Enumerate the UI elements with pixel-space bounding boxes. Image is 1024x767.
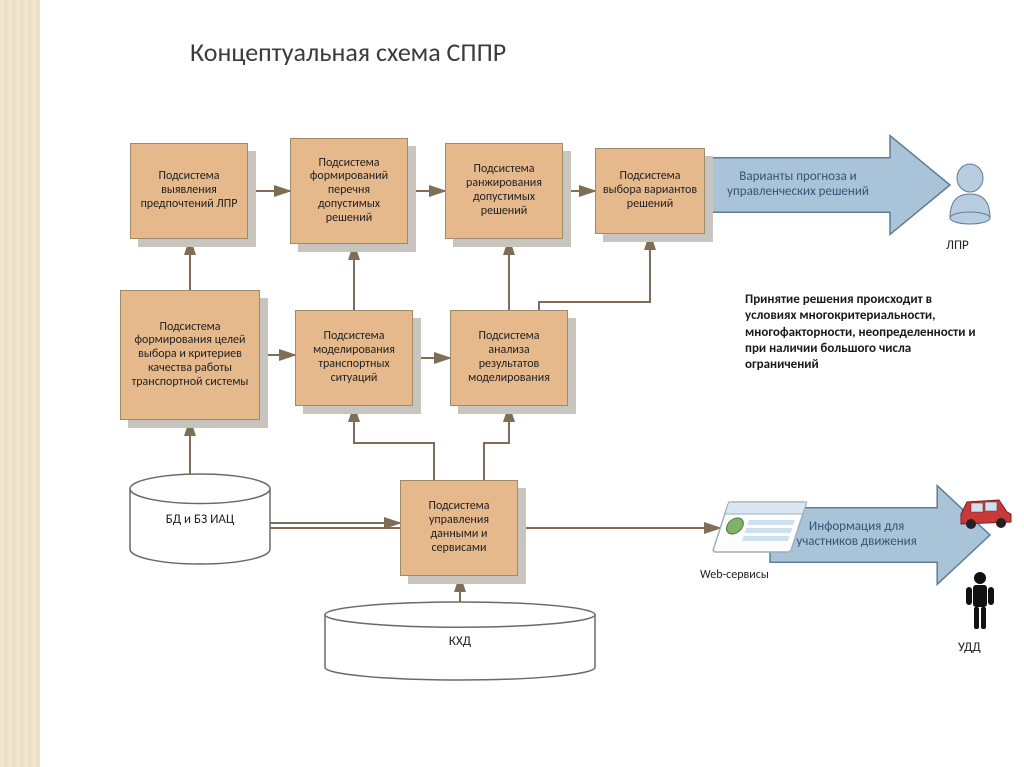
- diagram-stage: { "title": { "text": "Концептуальная схе…: [0, 0, 1024, 767]
- browser-window-icon: [710, 498, 800, 562]
- cylinder-c2: КХД: [323, 600, 597, 690]
- subsystem-box-n4: Подсистема выбора вариантов решений: [595, 148, 705, 234]
- subsystem-box-n7: Подсистема анализа результатов моделиров…: [450, 310, 568, 406]
- pedestrian-icon: [960, 570, 1000, 634]
- label-lpr: ЛПР: [946, 238, 969, 253]
- svg-text:КХД: КХД: [449, 634, 472, 649]
- svg-text:БД и БЗ ИАЦ: БД и БЗ ИАЦ: [166, 512, 235, 527]
- label-web: Web-сервисы: [700, 568, 769, 582]
- subsystem-box-n6: Подсистема моделирования транспортных си…: [295, 310, 413, 406]
- label-udd: УДД: [958, 640, 981, 655]
- person-icon: [940, 160, 1000, 240]
- cylinder-c1: БД и БЗ ИАЦ: [128, 472, 272, 574]
- subsystem-box-n5: Подсистема формирования целей выбора и к…: [120, 290, 260, 420]
- subsystem-box-n2: Подсистема формирований перечня допустим…: [290, 138, 408, 244]
- subsystem-box-n8: Подсистема управления данными и сервисам…: [400, 480, 518, 576]
- decision-context-text: Принятие решения происходит в условиях м…: [745, 292, 980, 373]
- subsystem-box-n1: Подсистема выявления предпочтений ЛПР: [130, 143, 248, 239]
- car-icon: [955, 490, 1015, 534]
- subsystem-box-n3: Подсистема ранжирования допустимых решен…: [445, 143, 563, 239]
